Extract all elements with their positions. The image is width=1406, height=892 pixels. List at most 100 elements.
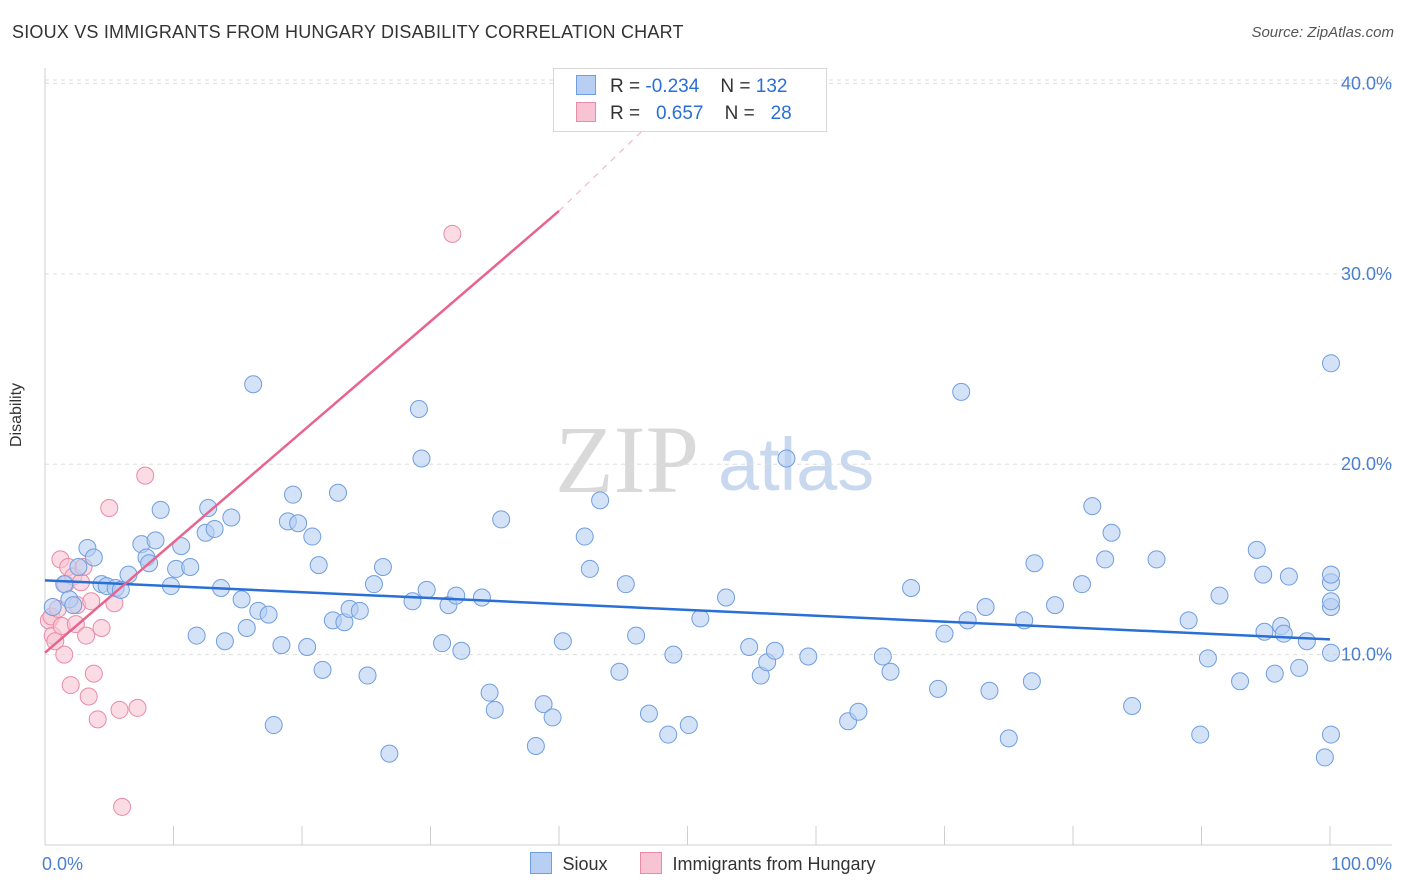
sioux-point xyxy=(765,641,784,660)
sioux-point xyxy=(1022,672,1041,691)
series-legend: Sioux Immigrants from Hungary xyxy=(0,852,1406,875)
y-tick-label: 20.0% xyxy=(1341,454,1392,474)
sioux-point xyxy=(659,725,678,744)
r-label: R = xyxy=(610,76,641,97)
x-tick-label: 0.0% xyxy=(42,854,83,874)
sioux-point xyxy=(412,449,431,468)
sioux-point xyxy=(472,588,491,607)
legend-label-sioux: Sioux xyxy=(562,854,608,874)
hungary-point xyxy=(79,687,98,706)
sioux-point xyxy=(380,744,399,763)
hungary-point xyxy=(55,645,74,664)
sioux-point xyxy=(237,618,256,637)
gridlines xyxy=(45,79,1392,656)
chart-title: SIOUX VS IMMIGRANTS FROM HUNGARY DISABIL… xyxy=(12,22,684,42)
sioux-point xyxy=(205,519,224,538)
sioux-point xyxy=(1322,354,1340,373)
sioux-point xyxy=(433,634,452,653)
sioux-point xyxy=(543,708,562,727)
x-tick-label: 100.0% xyxy=(1331,854,1392,874)
sioux-point xyxy=(1322,725,1340,744)
sioux-point xyxy=(610,662,629,681)
sioux-point xyxy=(181,558,200,577)
sioux-point xyxy=(350,601,369,620)
sioux-point xyxy=(232,590,251,609)
hungary-point xyxy=(46,632,65,651)
sioux-point xyxy=(480,683,499,702)
sioux-point xyxy=(43,598,62,617)
sioux-point xyxy=(1198,649,1217,668)
sioux-point xyxy=(777,449,796,468)
sioux-point xyxy=(1147,550,1166,569)
n-label: N = xyxy=(724,103,755,124)
hungary-swatch xyxy=(576,102,596,122)
sioux-point xyxy=(952,382,971,401)
sioux-point xyxy=(976,598,995,617)
sioux-point xyxy=(1254,565,1273,584)
sioux-point xyxy=(485,700,504,719)
sioux-trendline xyxy=(44,579,1331,641)
sioux-point xyxy=(373,558,392,577)
sioux-point xyxy=(417,580,436,599)
hungary-trendline xyxy=(44,210,560,654)
sioux-point xyxy=(691,609,710,628)
sioux-point xyxy=(679,716,698,735)
sioux-point xyxy=(1290,658,1309,677)
sioux-point xyxy=(553,632,572,651)
sioux-point xyxy=(526,736,545,755)
sioux-point xyxy=(284,485,303,504)
sioux-point xyxy=(873,647,892,666)
sioux-point xyxy=(1025,554,1044,573)
sioux-point xyxy=(69,558,88,577)
hungary-point xyxy=(136,466,155,485)
hungary-point xyxy=(128,698,147,717)
trendlines xyxy=(44,111,1331,654)
n-label: N = xyxy=(720,76,751,97)
sioux-point xyxy=(151,500,170,519)
sioux-point xyxy=(403,592,422,611)
sioux-point xyxy=(1279,567,1298,586)
sioux-point xyxy=(616,575,635,594)
sioux-point xyxy=(1210,586,1229,605)
legend-swatch-sioux xyxy=(530,852,553,874)
watermark-zip: ZIP xyxy=(555,406,699,513)
sioux-point xyxy=(358,666,377,685)
hungary-point xyxy=(84,664,103,683)
sioux-point xyxy=(328,483,347,502)
hungary-point xyxy=(61,676,80,695)
sioux-point xyxy=(534,695,553,714)
sioux-n-value: 132 xyxy=(755,76,788,97)
hungary-point xyxy=(110,700,129,719)
sioux-point xyxy=(215,632,234,651)
sioux-point xyxy=(664,645,683,664)
sioux-point xyxy=(111,580,130,599)
sioux-point xyxy=(1322,592,1340,611)
legend-item-sioux[interactable]: Sioux xyxy=(530,852,607,875)
tick-labels: 10.0% 20.0% 30.0% 40.0% 0.0% 100.0% xyxy=(42,73,1392,874)
sioux-point xyxy=(84,548,103,567)
sioux-point xyxy=(1231,672,1250,691)
sioux-point xyxy=(1046,596,1065,615)
r-label: R = xyxy=(610,103,641,124)
sioux-point xyxy=(881,662,900,681)
sioux-point xyxy=(740,637,759,656)
sioux-point xyxy=(849,702,868,721)
sioux-point xyxy=(575,527,594,546)
sioux-point xyxy=(1297,632,1316,651)
sioux-point xyxy=(303,527,322,546)
sioux-point xyxy=(1274,624,1293,643)
hungary-r-value: 0.657 xyxy=(655,103,704,124)
axes xyxy=(44,68,1392,846)
hungary-point xyxy=(443,224,462,243)
sioux-point xyxy=(980,681,999,700)
legend-item-hungary[interactable]: Immigrants from Hungary xyxy=(640,852,876,875)
hungary-point xyxy=(100,499,119,518)
sioux-point xyxy=(172,537,191,556)
sioux-point xyxy=(492,510,511,529)
sioux-point xyxy=(64,596,83,615)
sioux-point xyxy=(580,559,599,578)
stats-legend: R = -0.234 N = 132 R = 0.657 N = 28 xyxy=(553,68,827,132)
legend-swatch-hungary xyxy=(640,852,663,874)
